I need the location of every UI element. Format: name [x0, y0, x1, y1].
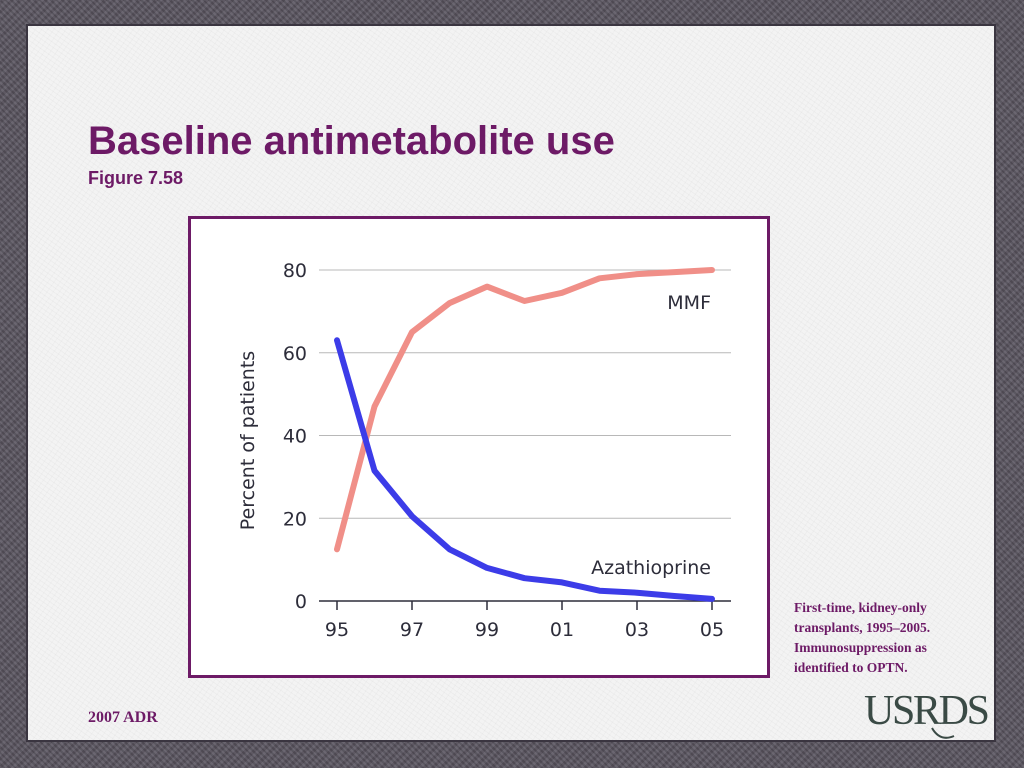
slide-title: Baseline antimetabolite use — [88, 119, 615, 163]
x-tick-label: 99 — [475, 619, 499, 641]
chart-panel: 0 20 40 60 80 95 97 99 01 03 05 Percent of patients… — [188, 216, 770, 678]
y-axis-title: Percent of patients — [237, 351, 259, 530]
figure-number: Figure 7.58 — [88, 168, 184, 188]
series-label-mmf: MMF — [667, 292, 711, 314]
report-label: 2007 ADR — [88, 709, 158, 726]
x-tick-label: 05 — [700, 619, 724, 641]
slide-panel — [26, 24, 996, 742]
line-chart: 0 20 40 60 80 95 97 99 01 03 05 Percent of patients… — [237, 260, 731, 641]
x-tick-label: 95 — [325, 619, 349, 641]
y-tick-label: 0 — [295, 591, 307, 613]
y-tick-label: 20 — [283, 508, 307, 530]
svg-text:USRDS: USRDS — [864, 688, 988, 734]
usrds-logo: USRDS — [864, 688, 990, 739]
x-tick-label: 97 — [400, 619, 424, 641]
series-label-azathioprine: Azathioprine — [591, 557, 711, 579]
series-line-mmf — [334, 267, 715, 553]
figure-caption: First-time, kidney-only transplants, 199… — [794, 600, 931, 675]
x-tick-label: 03 — [625, 619, 649, 641]
x-tick-label: 01 — [550, 619, 574, 641]
y-tick-label: 60 — [283, 343, 307, 365]
y-tick-label: 40 — [283, 426, 307, 448]
y-tick-label: 80 — [283, 260, 307, 282]
